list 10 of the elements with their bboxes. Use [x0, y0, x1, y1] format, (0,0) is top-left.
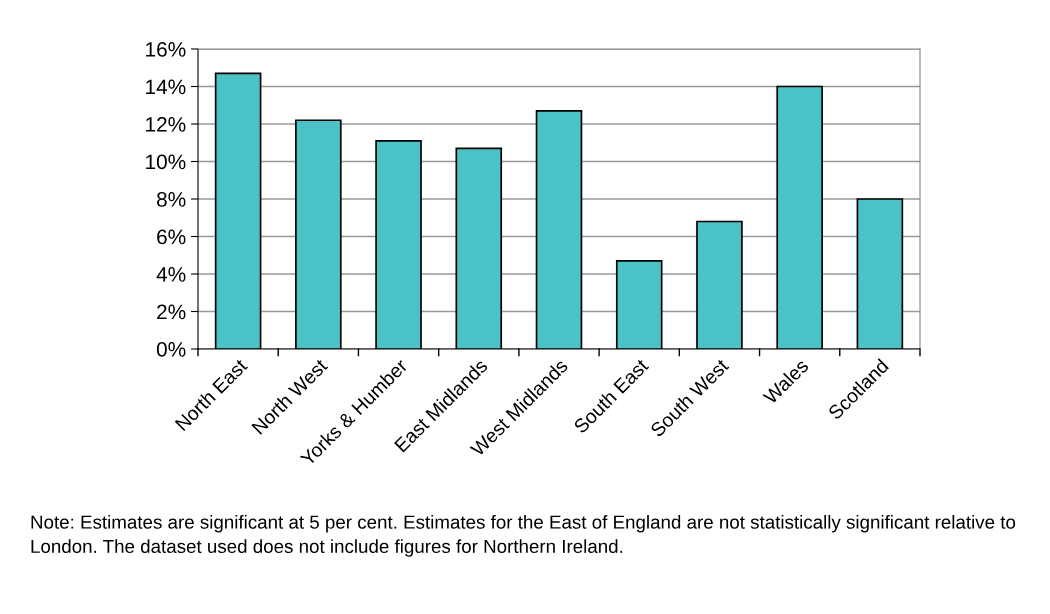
y-tick-label: 14%	[146, 79, 186, 95]
y-tick-label: 8%	[156, 192, 186, 207]
y-tick-label: 0%	[156, 342, 186, 357]
y-tick-label: 16%	[146, 42, 186, 57]
y-tick-label: 4%	[156, 267, 186, 282]
y-tick-label: 10%	[146, 154, 186, 170]
y-tick-label: 2%	[157, 304, 186, 320]
y-tick-label: 6%	[157, 229, 186, 245]
text: Note: Estimates are significant at 5 per cent. Estimates for the East of England are not statistically significant relative to London. The dataset used does not include figures for Northern Ireland.	[31, 515, 1016, 557]
y-tick-label: 12%	[146, 117, 186, 132]
